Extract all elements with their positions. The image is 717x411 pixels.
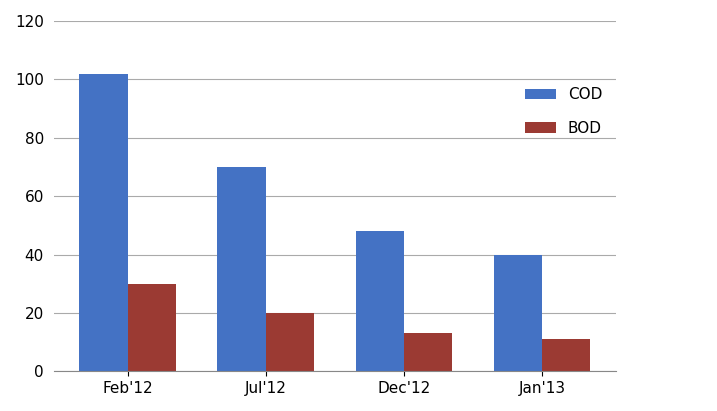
Bar (128, 284, 176, 371)
Bar (266, 313, 314, 371)
Bar (494, 254, 542, 371)
Bar (542, 339, 590, 371)
Bar (217, 167, 266, 371)
Bar (356, 231, 404, 371)
Bar (79, 74, 128, 371)
Bar (404, 333, 452, 371)
Legend: COD, BOD: COD, BOD (519, 81, 608, 142)
